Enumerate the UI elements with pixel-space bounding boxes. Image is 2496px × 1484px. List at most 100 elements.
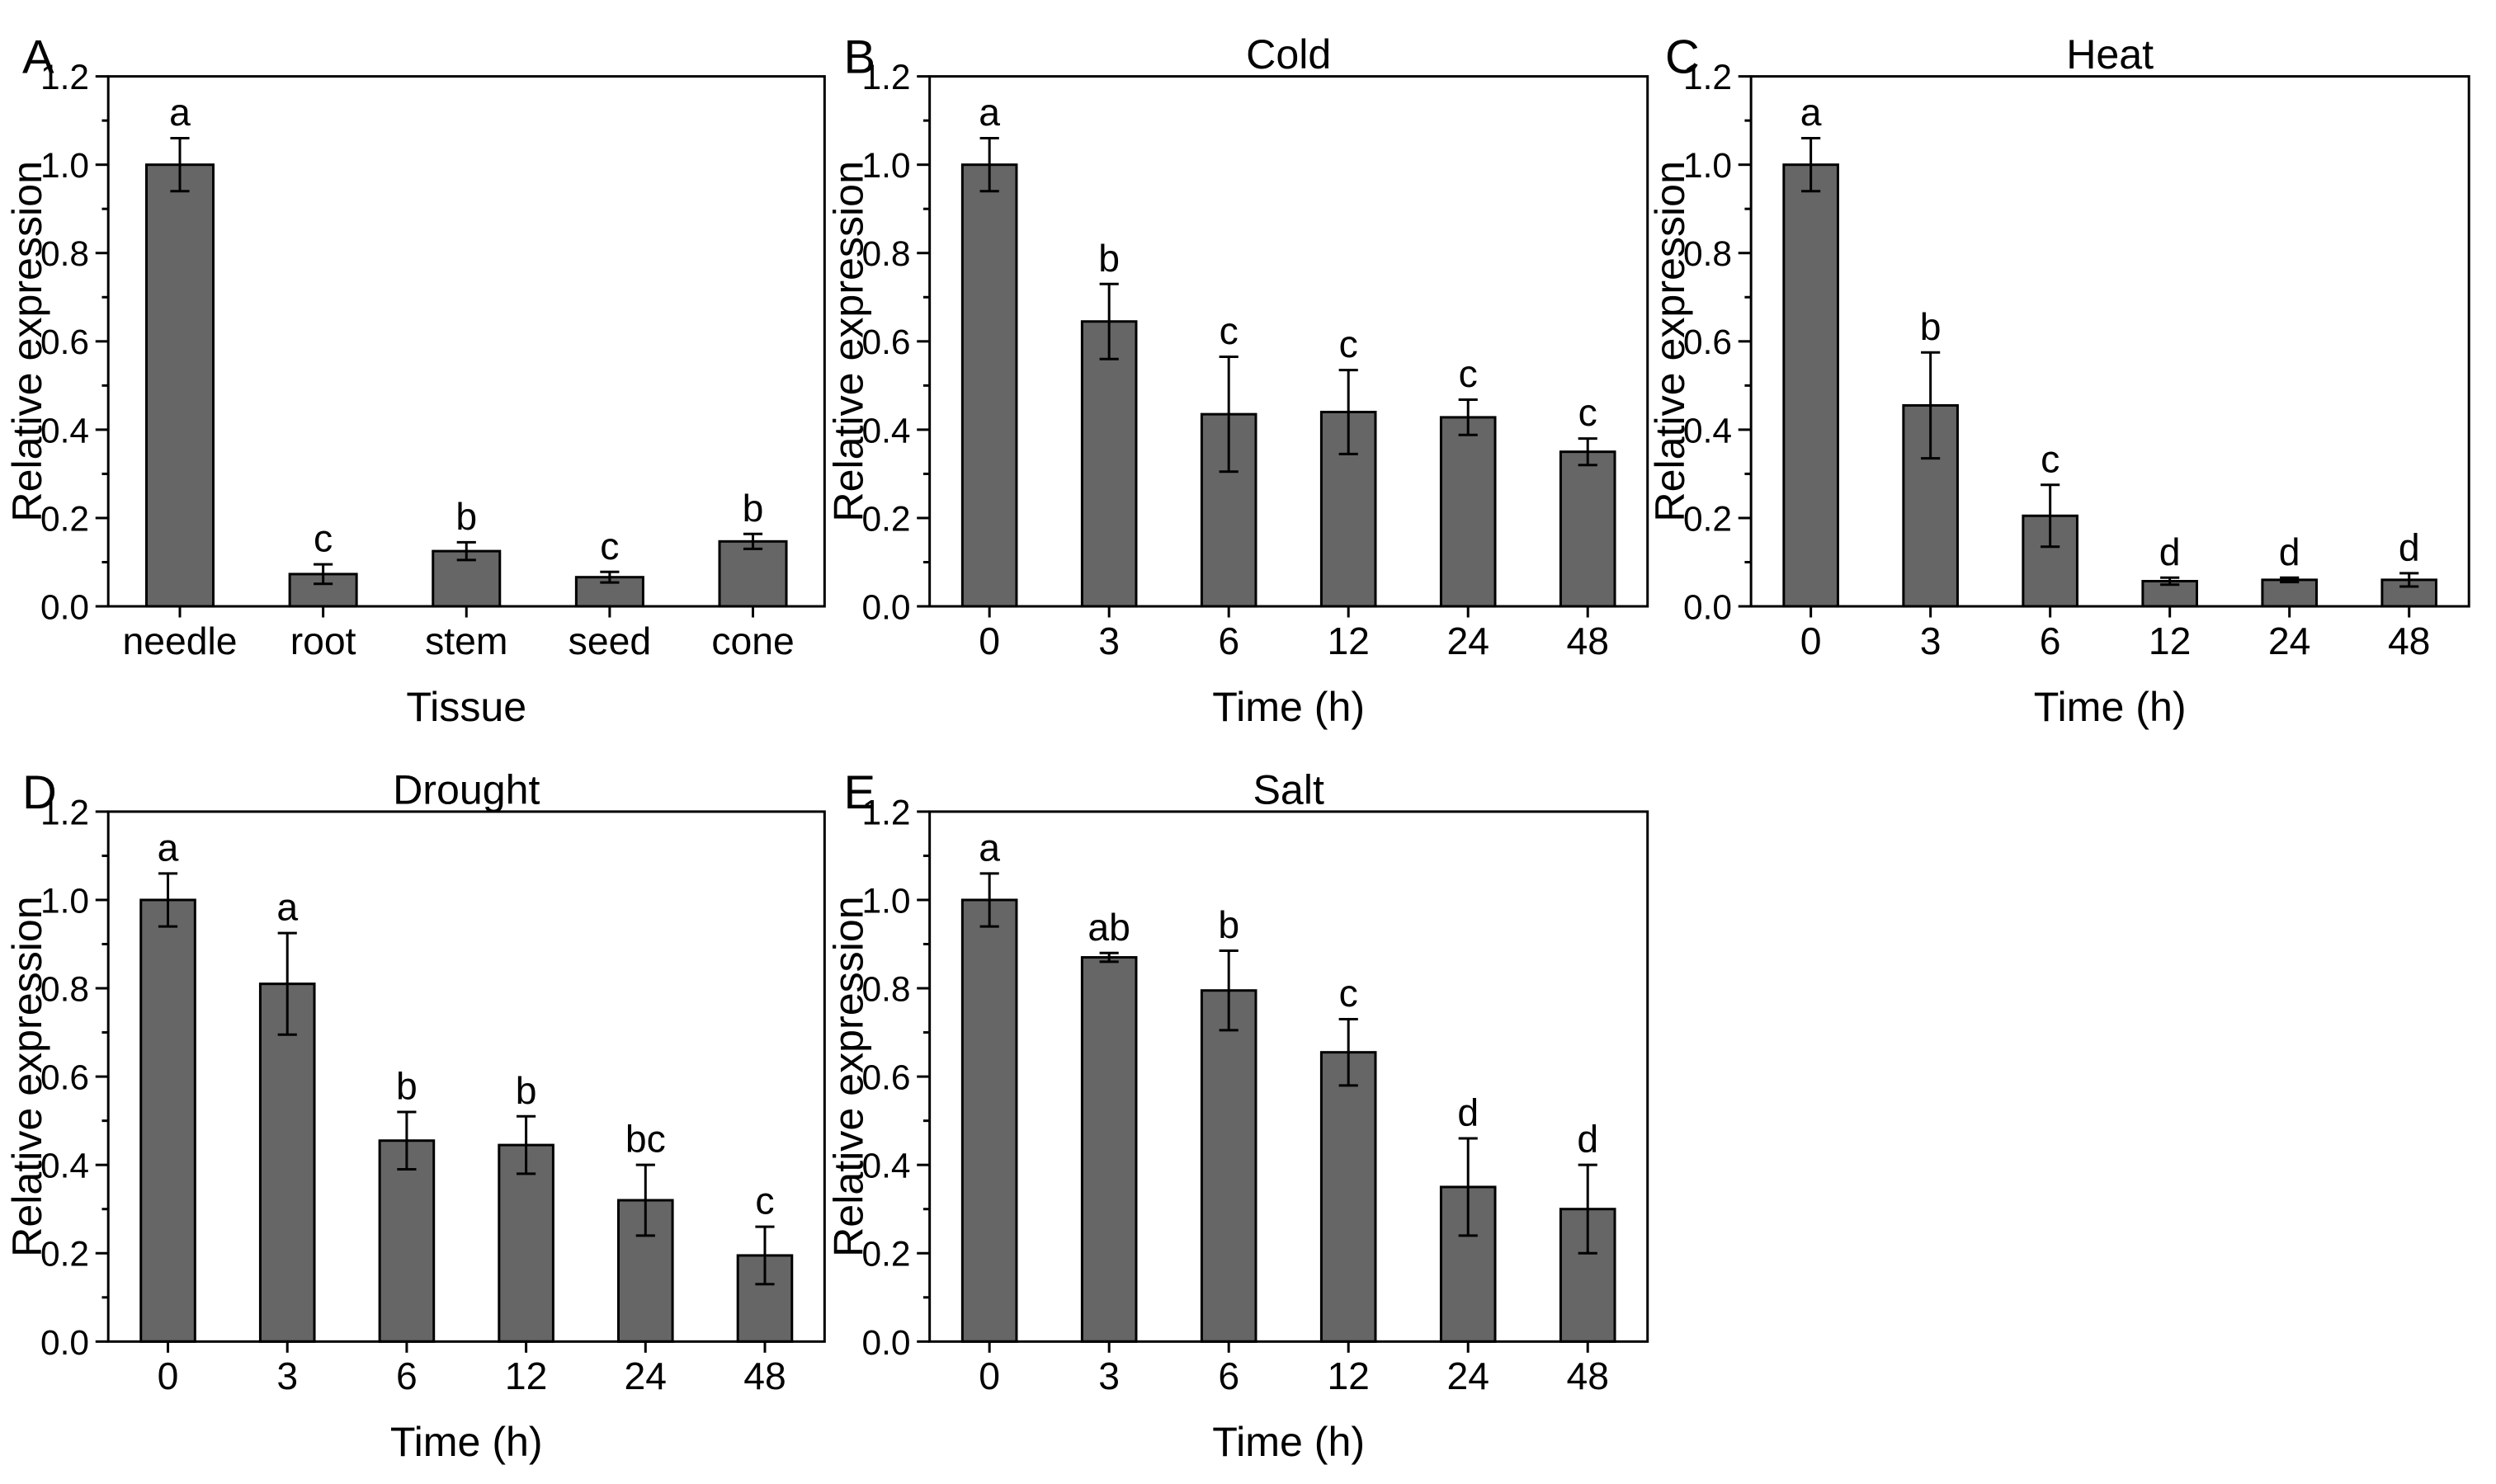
significance-label: b [1098,237,1120,280]
x-axis-label: Tissue [406,684,526,730]
significance-label: ab [1088,906,1130,949]
error-bar [1458,398,1478,436]
error-bar [1338,369,1358,455]
error-bar [1099,951,1119,963]
y-tick-label: 1.0 [40,881,89,920]
x-tick-label: root [290,620,356,662]
panel-letter: C [1665,31,1700,84]
x-tick-label: 6 [1218,1354,1239,1397]
y-tick-label: 0.8 [862,234,911,273]
y-axis-label: Relative expression [4,161,50,522]
significance-label: d [2279,530,2300,573]
significance-label: c [1339,972,1358,1015]
error-bar [755,1225,775,1286]
y-tick-label: 0.2 [862,1235,911,1274]
bar [378,1139,436,1343]
error-bar [170,137,190,193]
y-tick-label: 1.0 [40,146,89,185]
y-tick-label: 0.2 [1683,499,1732,538]
significance-label: a [1800,91,1822,134]
chart-title: Heat [2066,31,2154,78]
error-bar [1219,356,1239,473]
bar [139,898,196,1343]
y-tick-label: 0.4 [862,1147,911,1185]
y-tick-label: 0.8 [40,234,89,273]
x-axis-label: Time (h) [2034,684,2187,730]
significance-label: c [600,525,619,568]
error-bar [277,931,297,1036]
bar [1319,1051,1377,1343]
y-tick-label: 0.0 [40,1323,89,1362]
x-tick-label: 6 [396,1354,418,1397]
x-tick-label: 12 [1327,1354,1370,1397]
y-tick-label: 0.6 [862,323,911,361]
y-tick-label: 0.4 [40,411,89,450]
error-bar [1578,1163,1597,1255]
bar [1559,450,1616,608]
error-bar [397,1110,417,1171]
error-bar [979,137,999,193]
x-tick-label: cone [711,620,794,662]
significance-label: c [755,1180,774,1223]
y-axis-label: Relative expression [4,896,50,1257]
significance-label: b [1218,903,1239,946]
x-tick-label: 24 [1446,620,1489,662]
x-tick-label: 3 [1920,620,1942,662]
bar [1439,416,1497,608]
significance-label: b [455,495,477,538]
error-bar [1578,437,1597,467]
panel-letter: B [843,31,875,84]
y-axis-label: Relative expression [1647,161,1693,522]
error-bar [1099,282,1119,360]
x-tick-label: 24 [625,1354,668,1397]
x-tick-label: 48 [1566,620,1609,662]
x-tick-label: 12 [1327,620,1370,662]
panel-letter: E [843,766,875,819]
x-tick-label: 24 [2268,620,2311,662]
x-tick-label: 0 [979,620,1000,662]
x-tick-label: 6 [2040,620,2061,662]
significance-label: b [743,487,764,530]
significance-label: d [2399,525,2420,568]
panel-letter: A [22,31,54,84]
significance-label: a [169,91,191,134]
error-bar [2041,483,2060,549]
x-tick-label: 0 [979,1354,1000,1397]
panel-a: Aa needle c root b stem c seed b cone 0.0 0.2 0.4 0.6… [4,31,826,730]
x-axis-label: Time (h) [1212,684,1365,730]
y-tick-label: 0.4 [862,411,911,450]
y-tick-label: 1.2 [40,58,89,97]
error-bar [1458,1137,1478,1237]
y-tick-label: 0.8 [862,969,911,1008]
bar [960,163,1018,608]
significance-label: c [1578,391,1597,434]
y-tick-label: 1.0 [862,881,911,920]
x-tick-label: 0 [1800,620,1822,662]
significance-label: b [516,1069,537,1112]
significance-label: c [314,517,333,560]
bar [1080,320,1138,608]
significance-label: b [1920,305,1942,348]
x-tick-label: 24 [1446,1354,1489,1397]
significance-label: bc [625,1118,666,1161]
error-bar [2280,576,2300,584]
y-tick-label: 1.0 [862,146,911,185]
significance-label: a [979,826,1000,869]
bar [1080,956,1138,1343]
y-tick-label: 0.4 [1683,411,1732,450]
plot-frame [106,75,826,608]
bar [144,163,215,608]
x-tick-label: seed [569,620,651,662]
error-bar [743,532,763,550]
y-tick-label: 0.6 [40,1058,89,1097]
y-tick-label: 1.2 [40,793,89,832]
y-tick-label: 0.4 [40,1147,89,1185]
y-tick-label: 1.2 [862,793,911,832]
y-tick-label: 1.2 [1683,58,1732,97]
x-tick-label: 0 [158,1354,179,1397]
bar [960,898,1018,1343]
panel-e: E Salt a 0 ab 3 b 6 c 12 d 24 d 48 0.0 0.2 0.4 0.6 0.8 1.0 1… [826,766,1649,1465]
significance-label: c [1459,352,1478,395]
x-axis-label: Time (h) [390,1419,543,1465]
